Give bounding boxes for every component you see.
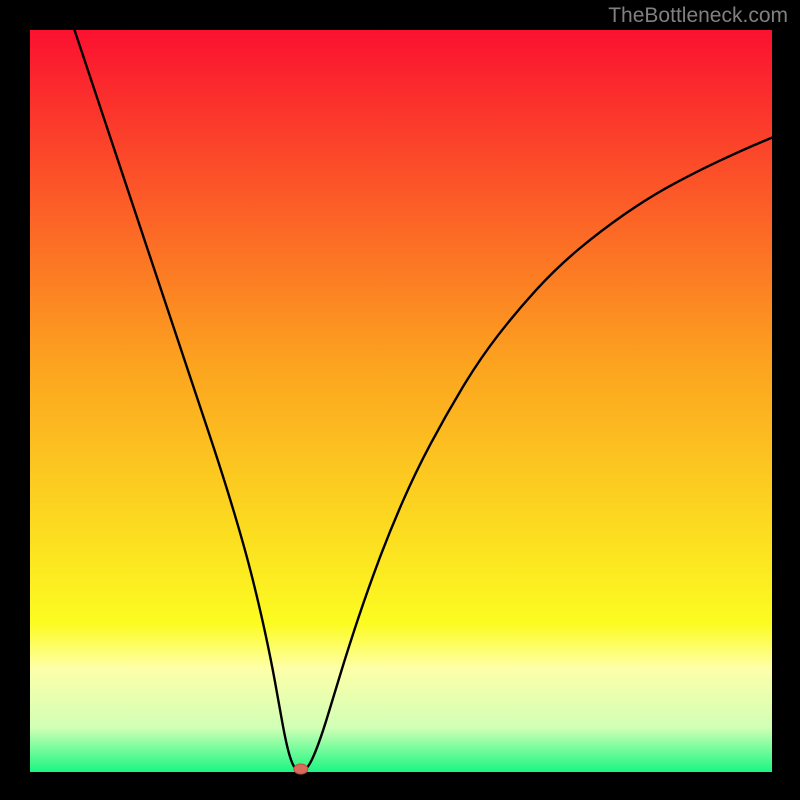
- chart-svg: [30, 30, 772, 772]
- optimal-point-marker: [294, 764, 308, 774]
- bottleneck-curve: [75, 30, 772, 771]
- plot-area: [30, 30, 772, 772]
- watermark-text: TheBottleneck.com: [608, 4, 788, 28]
